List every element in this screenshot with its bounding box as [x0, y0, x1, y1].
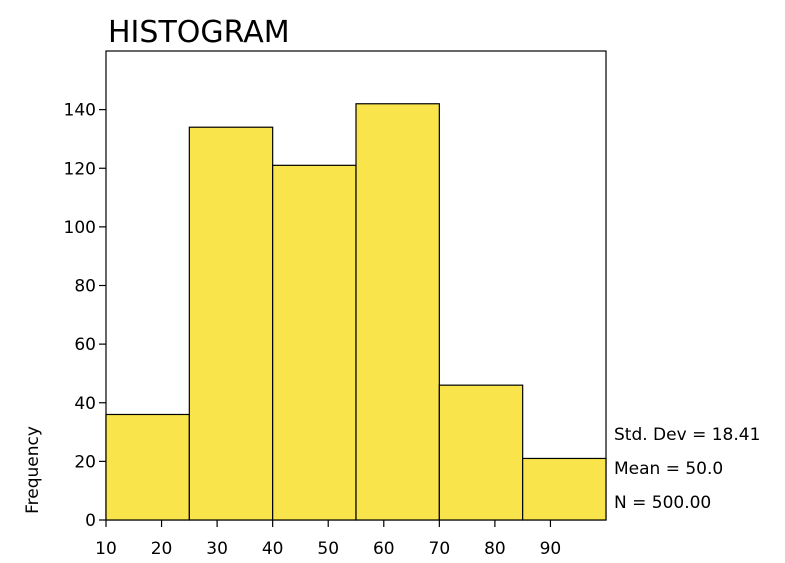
y-tick-label: 20 [74, 452, 96, 472]
stat-n: N = 500.00 [614, 493, 711, 513]
histogram-bar [188, 126, 274, 521]
x-tick-label: 90 [540, 539, 562, 559]
histogram-bar [438, 384, 524, 521]
y-tick-label: 100 [64, 218, 96, 238]
chart-title: HISTOGRAM [108, 15, 290, 50]
stat-std-dev: Std. Dev = 18.41 [614, 425, 760, 445]
y-tick-label: 80 [74, 277, 96, 297]
y-axis: 0 20 40 60 80 100 120 140 [64, 101, 106, 531]
x-tick-label: 50 [317, 539, 339, 559]
y-tick-label: 40 [74, 394, 96, 414]
x-tick-label: 60 [373, 539, 395, 559]
bars-group [105, 103, 607, 521]
x-tick-label: 40 [262, 539, 284, 559]
y-tick-label: 140 [64, 101, 96, 121]
histogram-bar [105, 413, 190, 521]
y-axis-label: Frequency [23, 426, 43, 514]
y-tick-label: 0 [85, 511, 96, 531]
x-tick-label: 30 [206, 539, 228, 559]
histogram-bar [522, 457, 607, 521]
histogram-bar [272, 164, 357, 521]
y-tick-label: 60 [74, 335, 96, 355]
x-tick-label: 70 [429, 539, 451, 559]
x-axis: 10 20 30 40 50 60 70 80 90 [95, 520, 561, 559]
stat-mean: Mean = 50.0 [614, 459, 723, 479]
x-tick-label: 10 [95, 539, 117, 559]
histogram-bar [355, 103, 440, 521]
x-tick-label: 80 [484, 539, 506, 559]
x-tick-label: 20 [151, 539, 173, 559]
y-tick-label: 120 [64, 159, 96, 179]
